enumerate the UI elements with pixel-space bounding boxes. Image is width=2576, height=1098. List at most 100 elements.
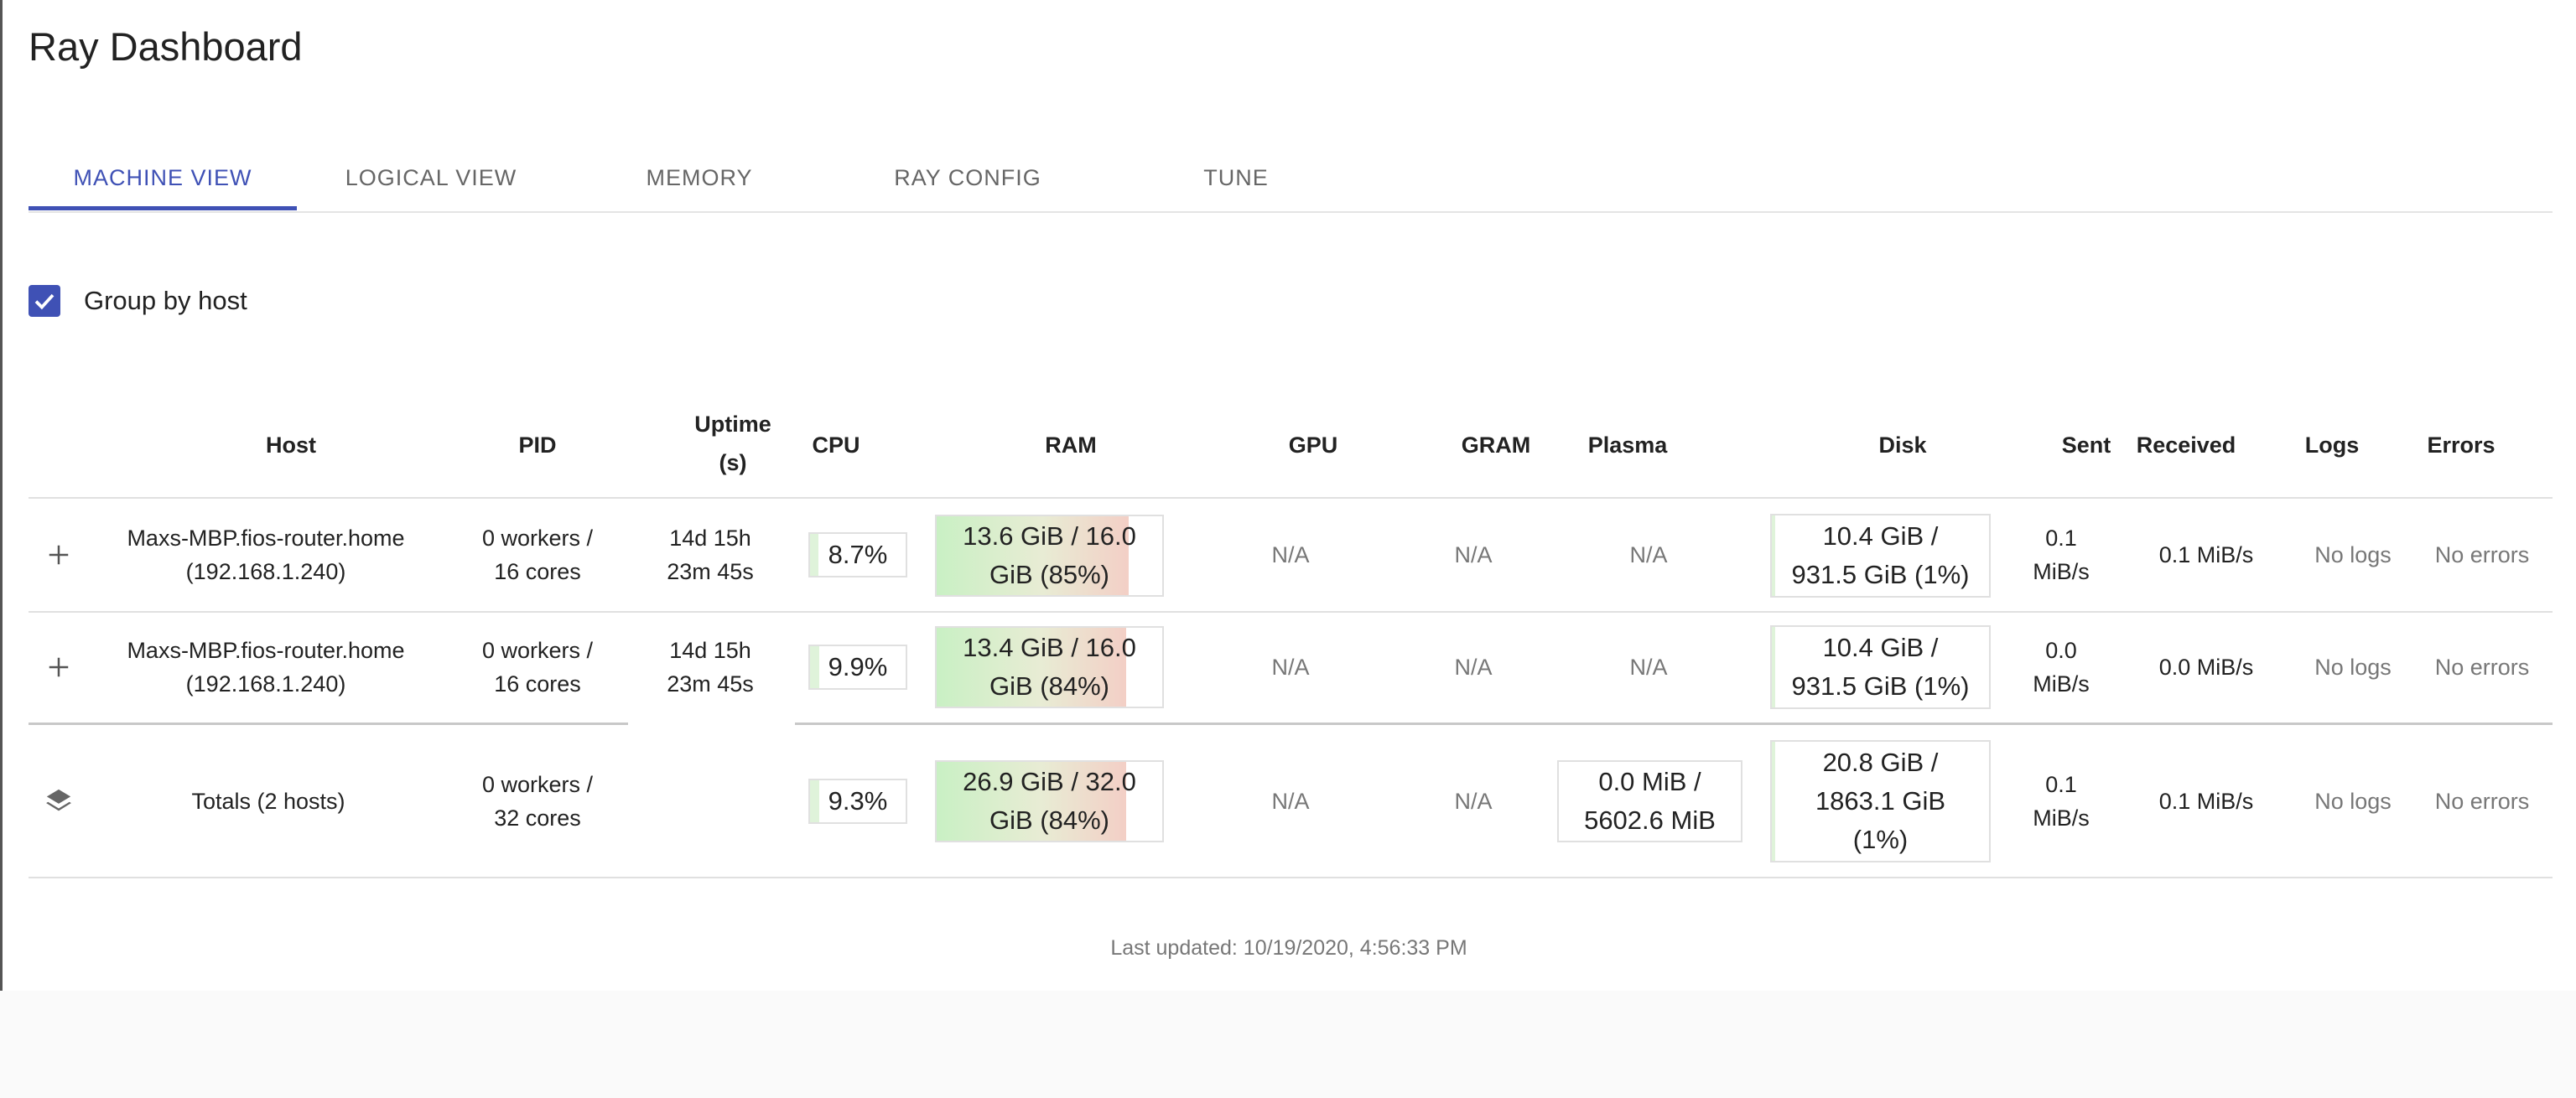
row-2-expand-button[interactable] <box>46 655 71 680</box>
row-1-divider <box>29 611 2553 613</box>
row-2-logs: No logs <box>2314 655 2392 680</box>
header-uptime: Uptime (s) <box>694 405 771 482</box>
last-updated: Last updated: 10/19/2020, 4:56:33 PM <box>1110 936 1467 960</box>
row-1-pid-line1: 0 workers / <box>481 526 594 551</box>
row-2-pid: 0 workers / 16 cores <box>482 634 593 701</box>
plus-icon <box>49 545 69 565</box>
row-2-disk-line1: 10.4 GiB / <box>1822 633 1939 662</box>
row-2-sent-value: 0.0 <box>2045 638 2077 663</box>
row-1-received: 0.1 MiB/s <box>2158 542 2254 567</box>
totals-logs: No logs <box>2314 789 2392 814</box>
row-1-gram: N/A <box>1454 542 1493 567</box>
header-divider <box>29 497 2553 499</box>
totals-gram: N/A <box>1454 789 1493 814</box>
totals-cpu-bar: 9.3% <box>808 779 907 824</box>
row-2-host-ip: (192.168.1.240) <box>185 671 346 697</box>
header-plasma: Plasma <box>1587 432 1668 458</box>
row-2-disk-line2: 931.5 GiB (1%) <box>1791 671 1970 701</box>
plus-icon <box>49 657 69 677</box>
row-1-plasma: N/A <box>1629 542 1668 567</box>
row-2-disk-fill <box>1772 627 1775 707</box>
row-2-cpu-value: 9.9% <box>828 652 888 681</box>
window-left-edge <box>0 0 3 1098</box>
totals-disk-value: 20.8 GiB / 1863.1 GiB (1%) <box>1772 742 1989 861</box>
header-ram: RAM <box>1045 432 1097 458</box>
tab-tune[interactable]: TUNE <box>1203 164 1269 190</box>
row-2-pid-line1: 0 workers / <box>481 638 594 663</box>
row-2-disk-bar: 10.4 GiB / 931.5 GiB (1%) <box>1770 625 1991 709</box>
row-1-ram-line2: GiB (85%) <box>989 560 1109 589</box>
totals-gpu: N/A <box>1271 789 1310 814</box>
tab-ray-config[interactable]: RAY CONFIG <box>894 164 1041 190</box>
totals-sent: 0.1 MiB/s <box>2033 768 2090 835</box>
row-2-gpu: N/A <box>1271 655 1310 680</box>
row-1-disk-value: 10.4 GiB / 931.5 GiB (1%) <box>1772 515 1989 596</box>
row-1-cpu-fill <box>810 534 818 576</box>
row-2-host: Maxs-MBP.fios-router.home (192.168.1.240… <box>127 634 404 701</box>
check-icon <box>34 293 55 310</box>
row-1-disk-bar: 10.4 GiB / 931.5 GiB (1%) <box>1770 514 1991 598</box>
row-2-cpu-bar: 9.9% <box>808 645 907 690</box>
row-1-disk-line2: 931.5 GiB (1%) <box>1791 560 1970 589</box>
header-disk: Disk <box>1878 432 1927 458</box>
row-1-ram-fill <box>937 516 1129 595</box>
header-gram: GRAM <box>1461 432 1531 458</box>
footer-background <box>0 991 2576 1098</box>
totals-pid: 0 workers / 32 cores <box>482 768 593 835</box>
row-2-errors: No errors <box>2434 655 2530 680</box>
header-received: Received <box>2136 432 2236 458</box>
row-1-ram-value: 13.6 GiB / 16.0 GiB (85%) <box>937 516 1162 595</box>
totals-disk-fill <box>1772 742 1775 861</box>
totals-ram-line1: 26.9 GiB / 32.0 <box>963 767 1136 796</box>
totals-sent-value: 0.1 <box>2045 772 2077 797</box>
row-2-uptime-line2: 23m 45s <box>667 671 754 697</box>
row-2-ram-fill <box>937 628 1126 707</box>
header-sent: Sent <box>2061 432 2111 458</box>
totals-divider-right <box>795 723 2553 725</box>
row-1-sent: 0.1 MiB/s <box>2033 521 2090 588</box>
group-by-host-label: Group by host <box>84 286 247 315</box>
row-1-sent-unit: MiB/s <box>2033 559 2090 584</box>
row-2-pid-line2: 16 cores <box>494 671 581 697</box>
page-title: Ray Dashboard <box>29 24 303 69</box>
totals-ram-fill <box>937 762 1126 841</box>
tab-machine-view[interactable]: MACHINE VIEW <box>73 164 252 190</box>
row-1-logs: No logs <box>2314 542 2392 567</box>
row-1-cpu-value: 8.7% <box>828 540 888 569</box>
row-1-ram-bar: 13.6 GiB / 16.0 GiB (85%) <box>935 515 1164 597</box>
row-1-pid-line2: 16 cores <box>494 559 581 584</box>
header-cpu: CPU <box>812 432 860 458</box>
header-host: Host <box>266 432 316 458</box>
tab-bar: MACHINE VIEW LOGICAL VIEW MEMORY RAY CON… <box>29 144 2553 213</box>
row-1-host: Maxs-MBP.fios-router.home (192.168.1.240… <box>127 521 404 588</box>
totals-errors: No errors <box>2434 789 2530 814</box>
totals-received: 0.1 MiB/s <box>2158 789 2254 814</box>
totals-ram-value: 26.9 GiB / 32.0 GiB (84%) <box>937 762 1162 841</box>
row-2-sent-unit: MiB/s <box>2033 671 2090 697</box>
group-by-host: Group by host <box>29 285 247 317</box>
row-1-host-ip: (192.168.1.240) <box>185 559 346 584</box>
row-1-uptime-line2: 23m 45s <box>667 559 754 584</box>
layers-icon <box>46 789 71 811</box>
row-2-ram-line1: 13.4 GiB / 16.0 <box>963 633 1136 662</box>
row-1-host-name: Maxs-MBP.fios-router.home <box>127 526 405 551</box>
totals-plasma-value: 0.0 MiB / 5602.6 MiB <box>1559 762 1741 841</box>
totals-plasma-line1: 0.0 MiB / <box>1598 767 1701 796</box>
totals-disk-bar: 20.8 GiB / 1863.1 GiB (1%) <box>1770 740 1991 862</box>
tab-logical-view[interactable]: LOGICAL VIEW <box>345 164 517 190</box>
row-2-uptime-line1: 14d 15h <box>669 638 751 663</box>
row-2-ram-line2: GiB (84%) <box>989 671 1109 701</box>
row-1-expand-button[interactable] <box>46 542 71 567</box>
row-1-disk-fill <box>1772 515 1775 596</box>
totals-icon-wrap <box>44 787 73 816</box>
group-by-host-checkbox[interactable] <box>29 285 60 317</box>
header-pid: PID <box>518 432 557 458</box>
totals-plasma-line2: 5602.6 MiB <box>1584 805 1716 835</box>
row-1-pid: 0 workers / 16 cores <box>482 521 593 588</box>
totals-host: Totals (2 hosts) <box>191 789 345 814</box>
row-2-gram: N/A <box>1454 655 1493 680</box>
totals-sent-unit: MiB/s <box>2033 805 2090 831</box>
row-1-gpu: N/A <box>1271 542 1310 567</box>
row-1-uptime-line1: 14d 15h <box>669 526 751 551</box>
tab-memory[interactable]: MEMORY <box>646 164 753 190</box>
